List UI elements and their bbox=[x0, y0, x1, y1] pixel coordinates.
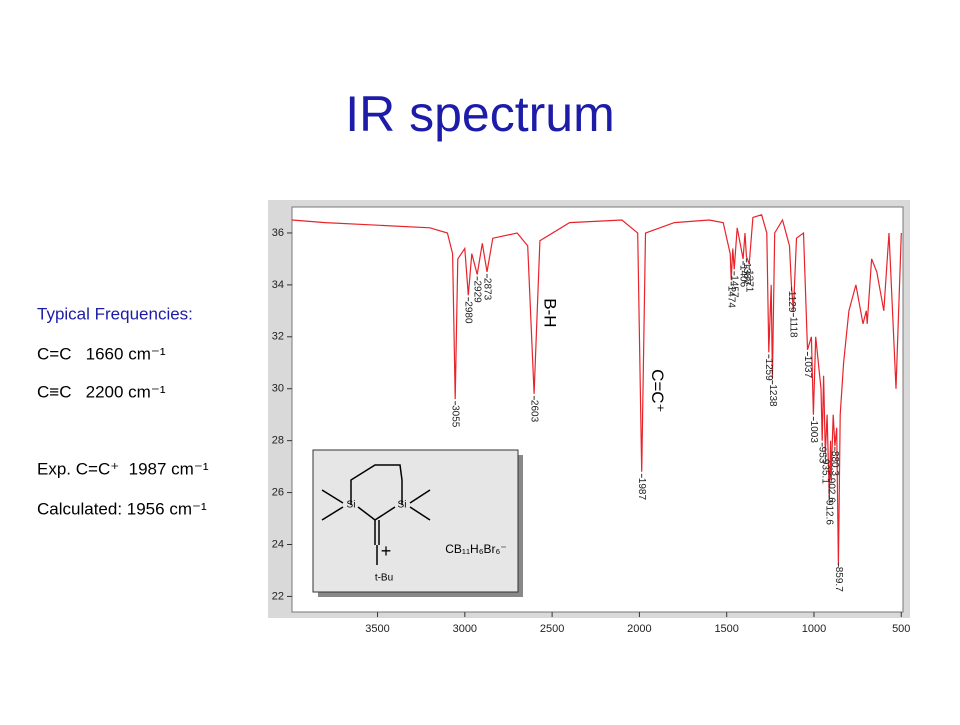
peak-label: 1003 bbox=[808, 421, 819, 444]
note-line: Calculated: 1956 cm⁻¹ bbox=[37, 499, 207, 518]
peak-label: 1118 bbox=[788, 317, 799, 338]
atom: Si bbox=[347, 500, 356, 511]
note-line: C≡C 2200 cm⁻¹ bbox=[37, 382, 166, 401]
bonds bbox=[321, 489, 431, 565]
peak-label: 1987 bbox=[636, 478, 647, 501]
peak-label: 953 bbox=[817, 447, 828, 464]
y-tick-label: 28 bbox=[272, 435, 284, 447]
peak-label: 1406 bbox=[737, 265, 748, 288]
y-tick-label: 26 bbox=[272, 486, 284, 498]
peak-label: 1371 bbox=[744, 270, 755, 293]
notes-heading: Typical Frequencies: bbox=[37, 304, 193, 323]
peak-label: 1387 bbox=[741, 262, 752, 285]
y-tick-label: 34 bbox=[272, 279, 284, 291]
atom: Si bbox=[398, 500, 407, 511]
y-tick-label: 22 bbox=[272, 590, 284, 602]
x-tick-label: 1500 bbox=[714, 623, 738, 635]
peak-label: 3055 bbox=[450, 405, 461, 428]
peak-label: 2929 bbox=[472, 281, 483, 304]
peak-label: 1037 bbox=[802, 356, 813, 379]
annotation: C=C⁺ bbox=[648, 369, 667, 412]
x-tick-label: 3000 bbox=[453, 623, 477, 635]
peak-label: 1457 bbox=[729, 275, 740, 298]
peak-label: 1129 bbox=[786, 291, 797, 313]
ring bbox=[350, 464, 403, 505]
spectrum-line bbox=[291, 214, 902, 566]
peak-label: 2980 bbox=[463, 301, 474, 324]
note-line: Exp. C=C⁺ 1987 cm⁻¹ bbox=[37, 459, 209, 478]
x-tick-label: 3500 bbox=[365, 623, 389, 635]
peak-label: 1238 bbox=[767, 384, 778, 407]
peak-label: 1259 bbox=[763, 358, 774, 381]
inset: Si Si + t-Bu CB₁₁H₆Br₆⁻ bbox=[312, 449, 523, 597]
peak-label: 2873 bbox=[481, 278, 492, 301]
y-tick-label: 24 bbox=[272, 538, 284, 550]
note-line: C=C 1660 cm⁻¹ bbox=[37, 344, 166, 363]
charge: + bbox=[381, 541, 392, 561]
peak-label: 935.1 bbox=[820, 459, 831, 484]
peak-label: 2603 bbox=[528, 400, 539, 423]
peak-label: 880.3 bbox=[829, 451, 840, 476]
plot bbox=[291, 214, 902, 566]
x-tick-label: 500 bbox=[892, 623, 910, 635]
peak-label: 912.6 bbox=[824, 500, 835, 525]
annotation: B-H bbox=[541, 298, 560, 327]
peak-label: 1474 bbox=[726, 286, 737, 309]
inset-box bbox=[312, 449, 519, 593]
peak-label: 902.6 bbox=[825, 478, 836, 503]
peak-label: 859.7 bbox=[833, 567, 844, 592]
x-tick-label: 1000 bbox=[802, 623, 826, 635]
slide-title: IR spectrum bbox=[345, 86, 615, 142]
substituent: t-Bu bbox=[375, 573, 393, 584]
y-tick-label: 36 bbox=[272, 227, 284, 239]
y-tick-label: 32 bbox=[272, 331, 284, 343]
x-tick-label: 2000 bbox=[627, 623, 651, 635]
y-tick-label: 30 bbox=[272, 383, 284, 395]
x-tick-label: 2500 bbox=[540, 623, 564, 635]
anion: CB₁₁H₆Br₆⁻ bbox=[445, 542, 506, 556]
